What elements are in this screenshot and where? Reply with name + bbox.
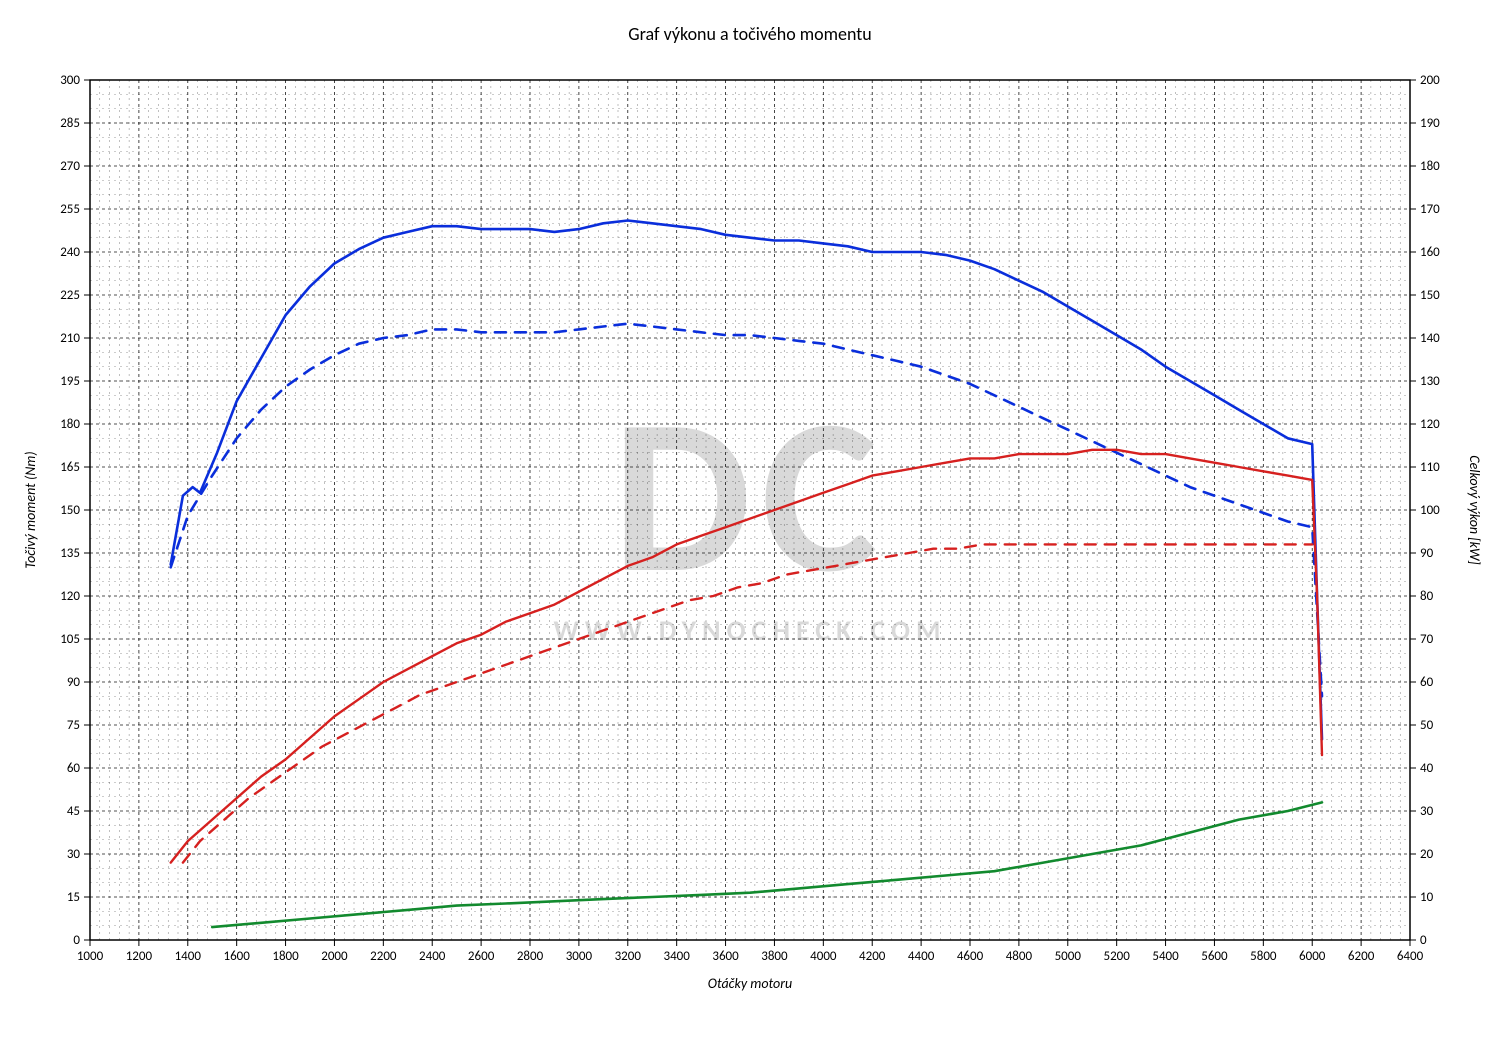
svg-text:110: 110 — [1420, 460, 1440, 475]
svg-text:90: 90 — [1420, 546, 1434, 561]
svg-text:3200: 3200 — [615, 949, 642, 964]
svg-text:90: 90 — [67, 675, 81, 690]
svg-text:200: 200 — [1420, 73, 1440, 88]
svg-text:10: 10 — [1420, 890, 1434, 905]
svg-text:4200: 4200 — [859, 949, 886, 964]
svg-text:1400: 1400 — [175, 949, 202, 964]
svg-text:190: 190 — [1420, 116, 1440, 131]
y-right-axis-label: Celkový výkon [kW] — [1466, 455, 1483, 564]
svg-text:165: 165 — [60, 460, 80, 475]
x-axis-label: Otáčky motoru — [708, 975, 792, 992]
y-left-axis-label: Točivý moment (Nm) — [22, 451, 39, 568]
svg-text:150: 150 — [60, 503, 80, 518]
svg-text:135: 135 — [60, 546, 80, 561]
svg-text:1800: 1800 — [272, 949, 299, 964]
svg-text:60: 60 — [1420, 675, 1434, 690]
svg-text:70: 70 — [1420, 632, 1434, 647]
svg-text:5000: 5000 — [1055, 949, 1082, 964]
svg-text:5600: 5600 — [1201, 949, 1228, 964]
svg-text:130: 130 — [1420, 374, 1440, 389]
svg-text:0: 0 — [73, 933, 80, 948]
svg-text:105: 105 — [60, 632, 80, 647]
svg-text:5800: 5800 — [1250, 949, 1277, 964]
svg-text:150: 150 — [1420, 288, 1440, 303]
svg-text:270: 270 — [60, 159, 80, 174]
svg-text:80: 80 — [1420, 589, 1434, 604]
svg-text:1200: 1200 — [126, 949, 153, 964]
svg-text:160: 160 — [1420, 245, 1440, 260]
svg-text:2600: 2600 — [468, 949, 495, 964]
svg-text:2000: 2000 — [321, 949, 348, 964]
svg-text:40: 40 — [1420, 761, 1434, 776]
dyno-chart: DCWWW.DYNOCHECK.COM100012001400160018002… — [0, 0, 1500, 1041]
svg-text:45: 45 — [67, 804, 80, 819]
svg-text:75: 75 — [67, 718, 80, 733]
svg-text:225: 225 — [60, 288, 80, 303]
svg-text:240: 240 — [60, 245, 80, 260]
svg-text:3800: 3800 — [761, 949, 788, 964]
svg-text:100: 100 — [1420, 503, 1440, 518]
svg-text:60: 60 — [67, 761, 81, 776]
svg-text:2400: 2400 — [419, 949, 446, 964]
svg-text:1600: 1600 — [223, 949, 250, 964]
svg-text:170: 170 — [1420, 202, 1440, 217]
svg-text:4400: 4400 — [908, 949, 935, 964]
svg-text:4600: 4600 — [957, 949, 984, 964]
svg-text:4800: 4800 — [1006, 949, 1033, 964]
svg-text:285: 285 — [60, 116, 80, 131]
svg-text:140: 140 — [1420, 331, 1440, 346]
svg-text:3600: 3600 — [712, 949, 739, 964]
svg-text:300: 300 — [60, 73, 80, 88]
svg-text:1000: 1000 — [77, 949, 104, 964]
svg-text:2200: 2200 — [370, 949, 397, 964]
svg-text:2800: 2800 — [517, 949, 544, 964]
svg-text:WWW.DYNOCHECK.COM: WWW.DYNOCHECK.COM — [554, 613, 947, 648]
svg-text:30: 30 — [67, 847, 81, 862]
svg-text:4000: 4000 — [810, 949, 837, 964]
svg-text:5400: 5400 — [1152, 949, 1179, 964]
chart-title: Graf výkonu a točivého momentu — [628, 23, 871, 45]
svg-text:5200: 5200 — [1103, 949, 1130, 964]
svg-text:20: 20 — [1420, 847, 1434, 862]
svg-text:195: 195 — [60, 374, 80, 389]
svg-text:50: 50 — [1420, 718, 1434, 733]
svg-text:DC: DC — [612, 362, 887, 630]
svg-text:15: 15 — [67, 890, 80, 905]
svg-text:6400: 6400 — [1397, 949, 1424, 964]
svg-text:0: 0 — [1420, 933, 1427, 948]
svg-text:30: 30 — [1420, 804, 1434, 819]
svg-text:210: 210 — [60, 331, 80, 346]
svg-text:120: 120 — [1420, 417, 1440, 432]
svg-text:3400: 3400 — [663, 949, 690, 964]
svg-text:6000: 6000 — [1299, 949, 1326, 964]
svg-text:255: 255 — [60, 202, 80, 217]
chart-svg: DCWWW.DYNOCHECK.COM100012001400160018002… — [0, 0, 1500, 1041]
svg-text:120: 120 — [60, 589, 80, 604]
svg-text:3000: 3000 — [566, 949, 593, 964]
svg-text:180: 180 — [60, 417, 80, 432]
svg-text:180: 180 — [1420, 159, 1440, 174]
svg-text:6200: 6200 — [1348, 949, 1375, 964]
